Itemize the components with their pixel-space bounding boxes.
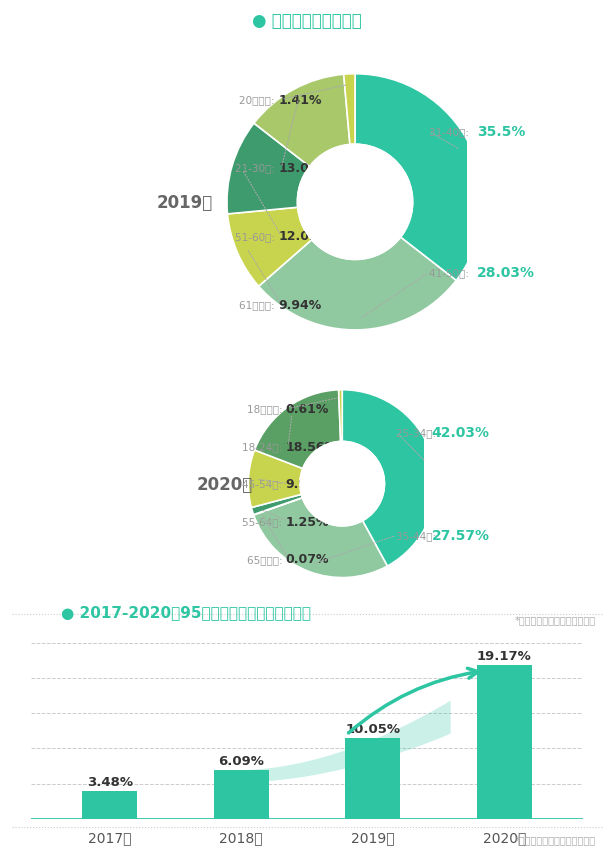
Bar	[82, 791, 138, 819]
Text: 21-30岁:: 21-30岁:	[235, 164, 278, 173]
Wedge shape	[248, 450, 303, 508]
Text: 9.92%: 9.92%	[286, 478, 329, 490]
Text: 19.17%: 19.17%	[477, 649, 532, 663]
Text: *数据来源：根据公开资料整理: *数据来源：根据公开资料整理	[515, 834, 596, 844]
Text: 0.61%: 0.61%	[286, 403, 329, 415]
Text: 0.07%: 0.07%	[286, 553, 329, 566]
Text: 35-44岁:: 35-44岁:	[396, 531, 440, 541]
Wedge shape	[227, 124, 309, 215]
Text: 35.5%: 35.5%	[476, 125, 525, 139]
Circle shape	[297, 145, 413, 260]
Text: 27.57%: 27.57%	[432, 529, 489, 543]
Text: 1.25%: 1.25%	[286, 515, 329, 528]
Wedge shape	[344, 75, 355, 145]
Text: 41-50岁:: 41-50岁:	[429, 268, 472, 278]
Wedge shape	[254, 498, 302, 515]
Wedge shape	[255, 391, 341, 469]
Wedge shape	[342, 390, 436, 566]
Text: ● 2017-2020年95后翡翠消费者占比增长趋势: ● 2017-2020年95后翡翠消费者占比增长趋势	[61, 604, 311, 619]
Text: 31-40岁:: 31-40岁:	[429, 127, 472, 137]
Text: 3.48%: 3.48%	[87, 775, 133, 788]
Text: 65岁以上:: 65岁以上:	[247, 554, 286, 564]
Wedge shape	[228, 208, 312, 287]
Text: 1.41%: 1.41%	[278, 94, 322, 107]
Wedge shape	[258, 238, 456, 330]
PathPatch shape	[241, 701, 451, 782]
Wedge shape	[254, 498, 387, 577]
Text: 55-64岁:: 55-64岁:	[243, 517, 286, 526]
Wedge shape	[254, 75, 350, 167]
Text: 51-60岁:: 51-60岁:	[235, 232, 278, 241]
Text: 18-24岁:: 18-24岁:	[243, 442, 286, 451]
Text: 25-34岁:: 25-34岁:	[396, 427, 440, 438]
Bar	[214, 770, 269, 819]
Bar	[476, 665, 532, 819]
Wedge shape	[339, 390, 342, 442]
Text: 2020年: 2020年	[196, 475, 253, 493]
Text: 18.56%: 18.56%	[286, 440, 338, 453]
Text: 9.94%: 9.94%	[278, 299, 321, 311]
Text: ● 翡翠消费者年龄占比: ● 翡翠消费者年龄占比	[252, 12, 362, 31]
Text: 10.05%: 10.05%	[345, 722, 400, 735]
Text: 6.09%: 6.09%	[218, 754, 264, 767]
Circle shape	[300, 442, 384, 526]
Wedge shape	[251, 495, 302, 515]
Bar	[345, 739, 400, 819]
Wedge shape	[355, 75, 483, 281]
Text: 2019年: 2019年	[157, 194, 212, 212]
Text: 18岁以下:: 18岁以下:	[247, 404, 286, 414]
Text: 13.06%: 13.06%	[278, 162, 330, 175]
Text: 12.02%: 12.02%	[278, 230, 330, 243]
Text: 45-54岁:: 45-54岁:	[243, 479, 286, 489]
Text: 42.03%: 42.03%	[432, 426, 489, 439]
Text: 61岁以上:: 61岁以上:	[239, 300, 278, 310]
FancyArrowPatch shape	[349, 669, 478, 733]
Text: *数据来源：根据公开资料整理: *数据来源：根据公开资料整理	[515, 614, 596, 624]
Text: 20岁以下:: 20岁以下:	[239, 96, 278, 105]
Text: 28.03%: 28.03%	[476, 266, 535, 280]
